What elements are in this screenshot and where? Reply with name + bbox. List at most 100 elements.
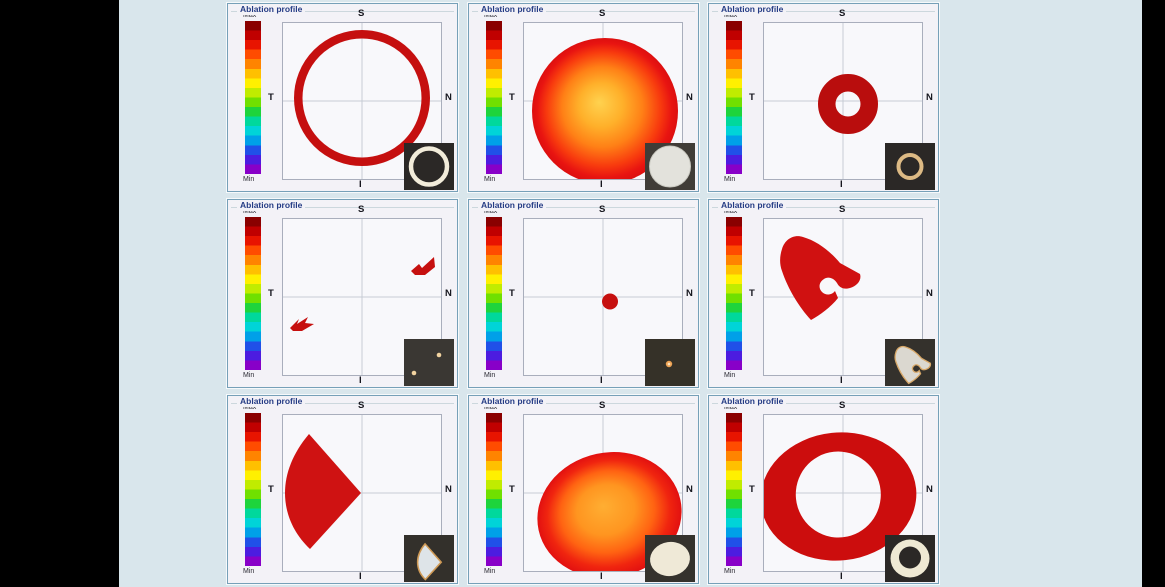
ablation-shape (764, 415, 922, 571)
colorbar-gradient (486, 217, 502, 370)
inset-shape (896, 153, 924, 180)
axis-label-superior: S (358, 400, 365, 411)
ablation-profile-panel-two-spots: Ablation profile Max Min S N T I (227, 199, 458, 388)
ablation-shape (524, 219, 682, 375)
axis-label-superior: S (599, 204, 606, 215)
colorbar-gradient (486, 413, 502, 566)
axis-label-superior: S (839, 400, 846, 411)
ablation-profile-panel-large-ring: Ablation profile Max Min S N T I (227, 3, 458, 192)
ablation-profile-panel-filled-ellipse: Ablation profile Max Min S N T I (468, 395, 699, 584)
ablation-shape (283, 415, 441, 571)
colorbar-min-label: Min (243, 568, 255, 575)
colorbar-min-label: Min (484, 176, 496, 183)
colorbar-max-label: Max (724, 12, 738, 19)
axis-label-superior: S (599, 400, 606, 411)
ablation-shape (764, 219, 922, 375)
axis-label-temporal: T (268, 92, 274, 103)
ablation-profile-panel-temporal-sector: Ablation profile Max Min S N T I (227, 395, 458, 584)
ablation-shape (524, 23, 682, 179)
inset-shape (416, 542, 443, 581)
panel-title: Ablation profile (478, 200, 547, 211)
axis-label-nasal: N (686, 484, 693, 495)
eye-photo-inset (645, 143, 695, 190)
eye-photo-inset (885, 143, 935, 190)
ablation-profile-panel-crescent: Ablation profile Max Min S N T I (708, 199, 939, 388)
colorbar-min-label: Min (243, 176, 255, 183)
colorbar-gradient (726, 413, 742, 566)
eye-photo-inset (645, 339, 695, 386)
groupbox-border-line (472, 403, 695, 404)
colorbar-gradient (245, 217, 261, 370)
colorbar-max-label: Max (484, 404, 498, 411)
axis-label-superior: S (599, 8, 606, 19)
colorbar-min-label: Min (724, 568, 736, 575)
axis-label-superior: S (358, 204, 365, 215)
axis-label-inferior: I (600, 179, 603, 190)
inset-shape (649, 145, 691, 188)
ablation-shape (283, 219, 441, 375)
axis-label-nasal: N (445, 484, 452, 495)
colorbar-gradient (486, 21, 502, 174)
axis-label-temporal: T (509, 484, 515, 495)
ablation-profile-panel-thick-ring: Ablation profile Max Min S N T I (708, 395, 939, 584)
ablation-plot-area (282, 414, 442, 572)
axis-label-nasal: N (926, 484, 933, 495)
axis-label-temporal: T (749, 484, 755, 495)
axis-label-nasal: N (926, 288, 933, 299)
axis-label-nasal: N (445, 288, 452, 299)
ablation-shape (764, 23, 922, 179)
inset-shape (411, 352, 442, 376)
colorbar-max-label: Max (484, 12, 498, 19)
ablation-profile-panel-filled-disc: Ablation profile Max Min S N T I (468, 3, 699, 192)
colorbar-max-label: Max (484, 208, 498, 215)
workspace-background: Ablation profile Max Min S N T I Ablatio… (119, 0, 1142, 587)
groupbox-border-line (472, 11, 695, 12)
groupbox-border-line (472, 207, 695, 208)
panel-title: Ablation profile (718, 200, 787, 211)
axis-label-inferior: I (600, 571, 603, 582)
axis-label-inferior: I (600, 375, 603, 386)
colorbar-max-label: Max (243, 12, 257, 19)
inset-shape (890, 539, 930, 578)
axis-label-inferior: I (840, 571, 843, 582)
groupbox-border-line (231, 403, 454, 404)
colorbar-max-label: Max (724, 404, 738, 411)
axis-label-temporal: T (268, 288, 274, 299)
inset-shape (665, 360, 673, 368)
eye-photo-inset (404, 143, 454, 190)
eye-photo-inset (885, 535, 935, 582)
axis-label-temporal: T (509, 92, 515, 103)
panel-title: Ablation profile (237, 396, 306, 407)
axis-label-temporal: T (268, 484, 274, 495)
axis-label-nasal: N (445, 92, 452, 103)
colorbar-min-label: Min (724, 176, 736, 183)
axis-label-inferior: I (359, 179, 362, 190)
groupbox-border-line (231, 11, 454, 12)
colorbar-max-label: Max (724, 208, 738, 215)
colorbar-min-label: Min (724, 372, 736, 379)
eye-photo-inset (404, 339, 454, 386)
axis-label-temporal: T (749, 288, 755, 299)
colorbar-min-label: Min (243, 372, 255, 379)
colorbar-min-label: Min (484, 372, 496, 379)
panel-title: Ablation profile (718, 396, 787, 407)
inset-shape (408, 146, 450, 187)
axis-label-superior: S (358, 8, 365, 19)
ablation-profile-panel-small-ring: Ablation profile Max Min S N T I (708, 3, 939, 192)
axis-label-temporal: T (749, 92, 755, 103)
colorbar-min-label: Min (484, 568, 496, 575)
axis-label-nasal: N (686, 92, 693, 103)
inset-shape (894, 345, 932, 385)
ablation-profile-panel-center-dot: Ablation profile Max Min S N T I (468, 199, 699, 388)
colorbar-gradient (726, 217, 742, 370)
eye-photo-inset (645, 535, 695, 582)
colorbar-gradient (245, 21, 261, 174)
colorbar-gradient (245, 413, 261, 566)
inset-shape (650, 541, 690, 577)
groupbox-border-line (712, 403, 935, 404)
panel-title: Ablation profile (237, 200, 306, 211)
groupbox-border-line (712, 11, 935, 12)
panel-title: Ablation profile (478, 396, 547, 407)
panel-title: Ablation profile (718, 4, 787, 15)
groupbox-border-line (231, 207, 454, 208)
